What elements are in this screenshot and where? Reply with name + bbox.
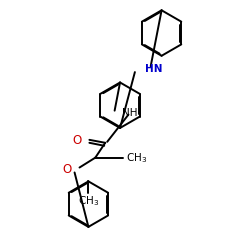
Text: O: O	[72, 134, 82, 147]
Text: NH: NH	[122, 108, 137, 118]
Text: CH$_3$: CH$_3$	[126, 151, 147, 164]
Text: CH$_3$: CH$_3$	[78, 194, 99, 208]
Text: O: O	[62, 163, 72, 176]
Text: HN: HN	[145, 64, 162, 74]
